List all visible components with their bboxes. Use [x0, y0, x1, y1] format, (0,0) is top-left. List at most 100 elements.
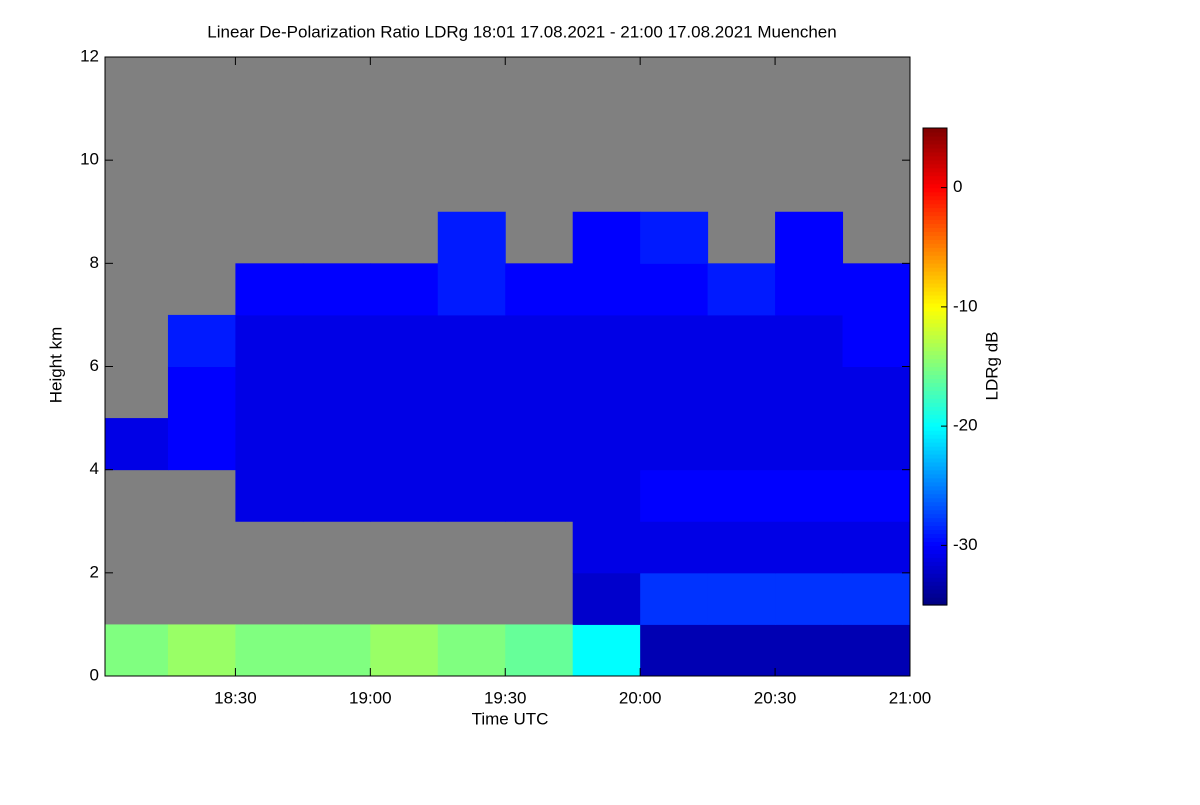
- colorbar-swatch: [923, 155, 947, 161]
- heatmap-cell: [842, 469, 911, 522]
- colorbar-swatch: [923, 469, 947, 475]
- colorbar-swatch: [923, 497, 947, 503]
- colorbar-swatch: [923, 287, 947, 292]
- colorbar-swatch: [923, 326, 947, 332]
- heatmap-cell: [707, 418, 776, 471]
- y-tick-label: 4: [90, 459, 99, 478]
- colorbar-swatch: [923, 422, 947, 427]
- heatmap-cell: [572, 366, 641, 419]
- colorbar-swatch: [923, 366, 947, 372]
- heatmap-cell: [302, 263, 371, 316]
- heatmap-cell: [572, 211, 641, 264]
- colorbar-swatch: [923, 438, 947, 443]
- colorbar-swatch: [923, 251, 947, 256]
- colorbar-swatch: [923, 342, 947, 348]
- colorbar-swatch: [923, 402, 947, 407]
- heatmap-cell: [640, 469, 709, 522]
- colorbar-swatch: [923, 298, 947, 304]
- colorbar-swatch: [923, 235, 947, 240]
- colorbar-swatch: [923, 131, 947, 137]
- heatmap-cell: [640, 572, 709, 625]
- colorbar-swatch: [923, 322, 947, 328]
- heatmap-cell: [640, 521, 709, 574]
- colorbar-swatch: [923, 195, 947, 201]
- heatmap-cell: [572, 572, 641, 625]
- colorbar-swatch: [923, 529, 947, 535]
- heatmap-cell: [842, 314, 911, 367]
- heatmap-cell: [775, 624, 844, 677]
- heatmap-cell: [505, 314, 574, 367]
- colorbar-swatch: [923, 509, 947, 515]
- heatmap-cell: [640, 624, 709, 677]
- colorbar-swatch: [923, 135, 947, 141]
- heatmap-cell: [640, 263, 709, 316]
- colorbar-swatch: [923, 406, 947, 411]
- colorbar-swatch: [923, 501, 947, 507]
- colorbar-swatch: [923, 354, 947, 360]
- colorbar-swatch: [923, 521, 947, 527]
- heatmap-cell: [370, 314, 439, 367]
- heatmap-cell: [370, 263, 439, 316]
- colorbar-swatch: [923, 597, 947, 602]
- x-tick-label: 21:00: [889, 688, 932, 707]
- colorbar-swatch: [923, 525, 947, 531]
- colorbar-swatch: [923, 290, 947, 296]
- heatmap-cell: [707, 263, 776, 316]
- heatmap-cell: [640, 366, 709, 419]
- colorbar-swatch: [923, 481, 947, 487]
- heatmap-cell: [572, 521, 641, 574]
- colorbar-swatch: [923, 147, 947, 153]
- colorbar-swatch: [923, 549, 947, 554]
- colorbar-swatch: [923, 302, 947, 308]
- heatmap-cell: [105, 624, 169, 677]
- colorbar-swatch: [923, 541, 947, 546]
- heatmap-cell: [370, 624, 439, 677]
- colorbar-swatch: [923, 163, 947, 169]
- colorbar-swatch: [923, 318, 947, 324]
- colorbar-swatch: [923, 461, 947, 467]
- colorbar-swatch: [923, 294, 947, 300]
- colorbar-tick-label: -30: [953, 535, 978, 554]
- x-tick-label: 19:30: [484, 688, 527, 707]
- colorbar-swatch: [923, 553, 947, 558]
- colorbar-swatch: [923, 275, 947, 280]
- heatmap-cell: [707, 469, 776, 522]
- colorbar-swatch: [923, 159, 947, 165]
- colorbar-swatch: [923, 557, 947, 562]
- colorbar-swatch: [923, 346, 947, 352]
- colorbar-swatch: [923, 378, 947, 383]
- colorbar-swatch: [923, 430, 947, 435]
- colorbar-swatch: [923, 477, 947, 483]
- heatmap-cell: [640, 418, 709, 471]
- y-tick-label: 0: [90, 665, 99, 684]
- heatmap-cell: [640, 314, 709, 367]
- x-tick-label: 20:00: [619, 688, 662, 707]
- colorbar-tick-label: -20: [953, 416, 978, 435]
- heatmap-cell: [775, 366, 844, 419]
- colorbar-swatch: [923, 207, 947, 213]
- x-tick-label: 20:30: [754, 688, 797, 707]
- colorbar-swatch: [923, 577, 947, 582]
- colorbar-swatch: [923, 263, 947, 268]
- heatmap-cell: [235, 314, 304, 367]
- heatmap-cell: [505, 366, 574, 419]
- heatmap-cell: [437, 624, 506, 677]
- colorbar-swatch: [923, 139, 947, 145]
- heatmap-cell: [707, 624, 776, 677]
- colorbar-swatch: [923, 179, 947, 185]
- colorbar-swatch: [923, 442, 947, 447]
- heatmap-cell: [640, 211, 709, 264]
- colorbar-tick-label: 0: [953, 177, 962, 196]
- colorbar-swatch: [923, 259, 947, 264]
- colorbar-swatch: [923, 247, 947, 252]
- colorbar-swatch: [923, 465, 947, 471]
- heatmap-cell: [235, 469, 304, 522]
- heatmap-cell: [775, 263, 844, 316]
- heatmap-cell: [707, 366, 776, 419]
- colorbar-swatch: [923, 283, 947, 288]
- y-tick-label: 2: [90, 562, 99, 581]
- colorbar-swatch: [923, 350, 947, 356]
- heatmap-cell: [572, 469, 641, 522]
- heatmap-cell: [505, 263, 574, 316]
- colorbar-swatch: [923, 426, 947, 431]
